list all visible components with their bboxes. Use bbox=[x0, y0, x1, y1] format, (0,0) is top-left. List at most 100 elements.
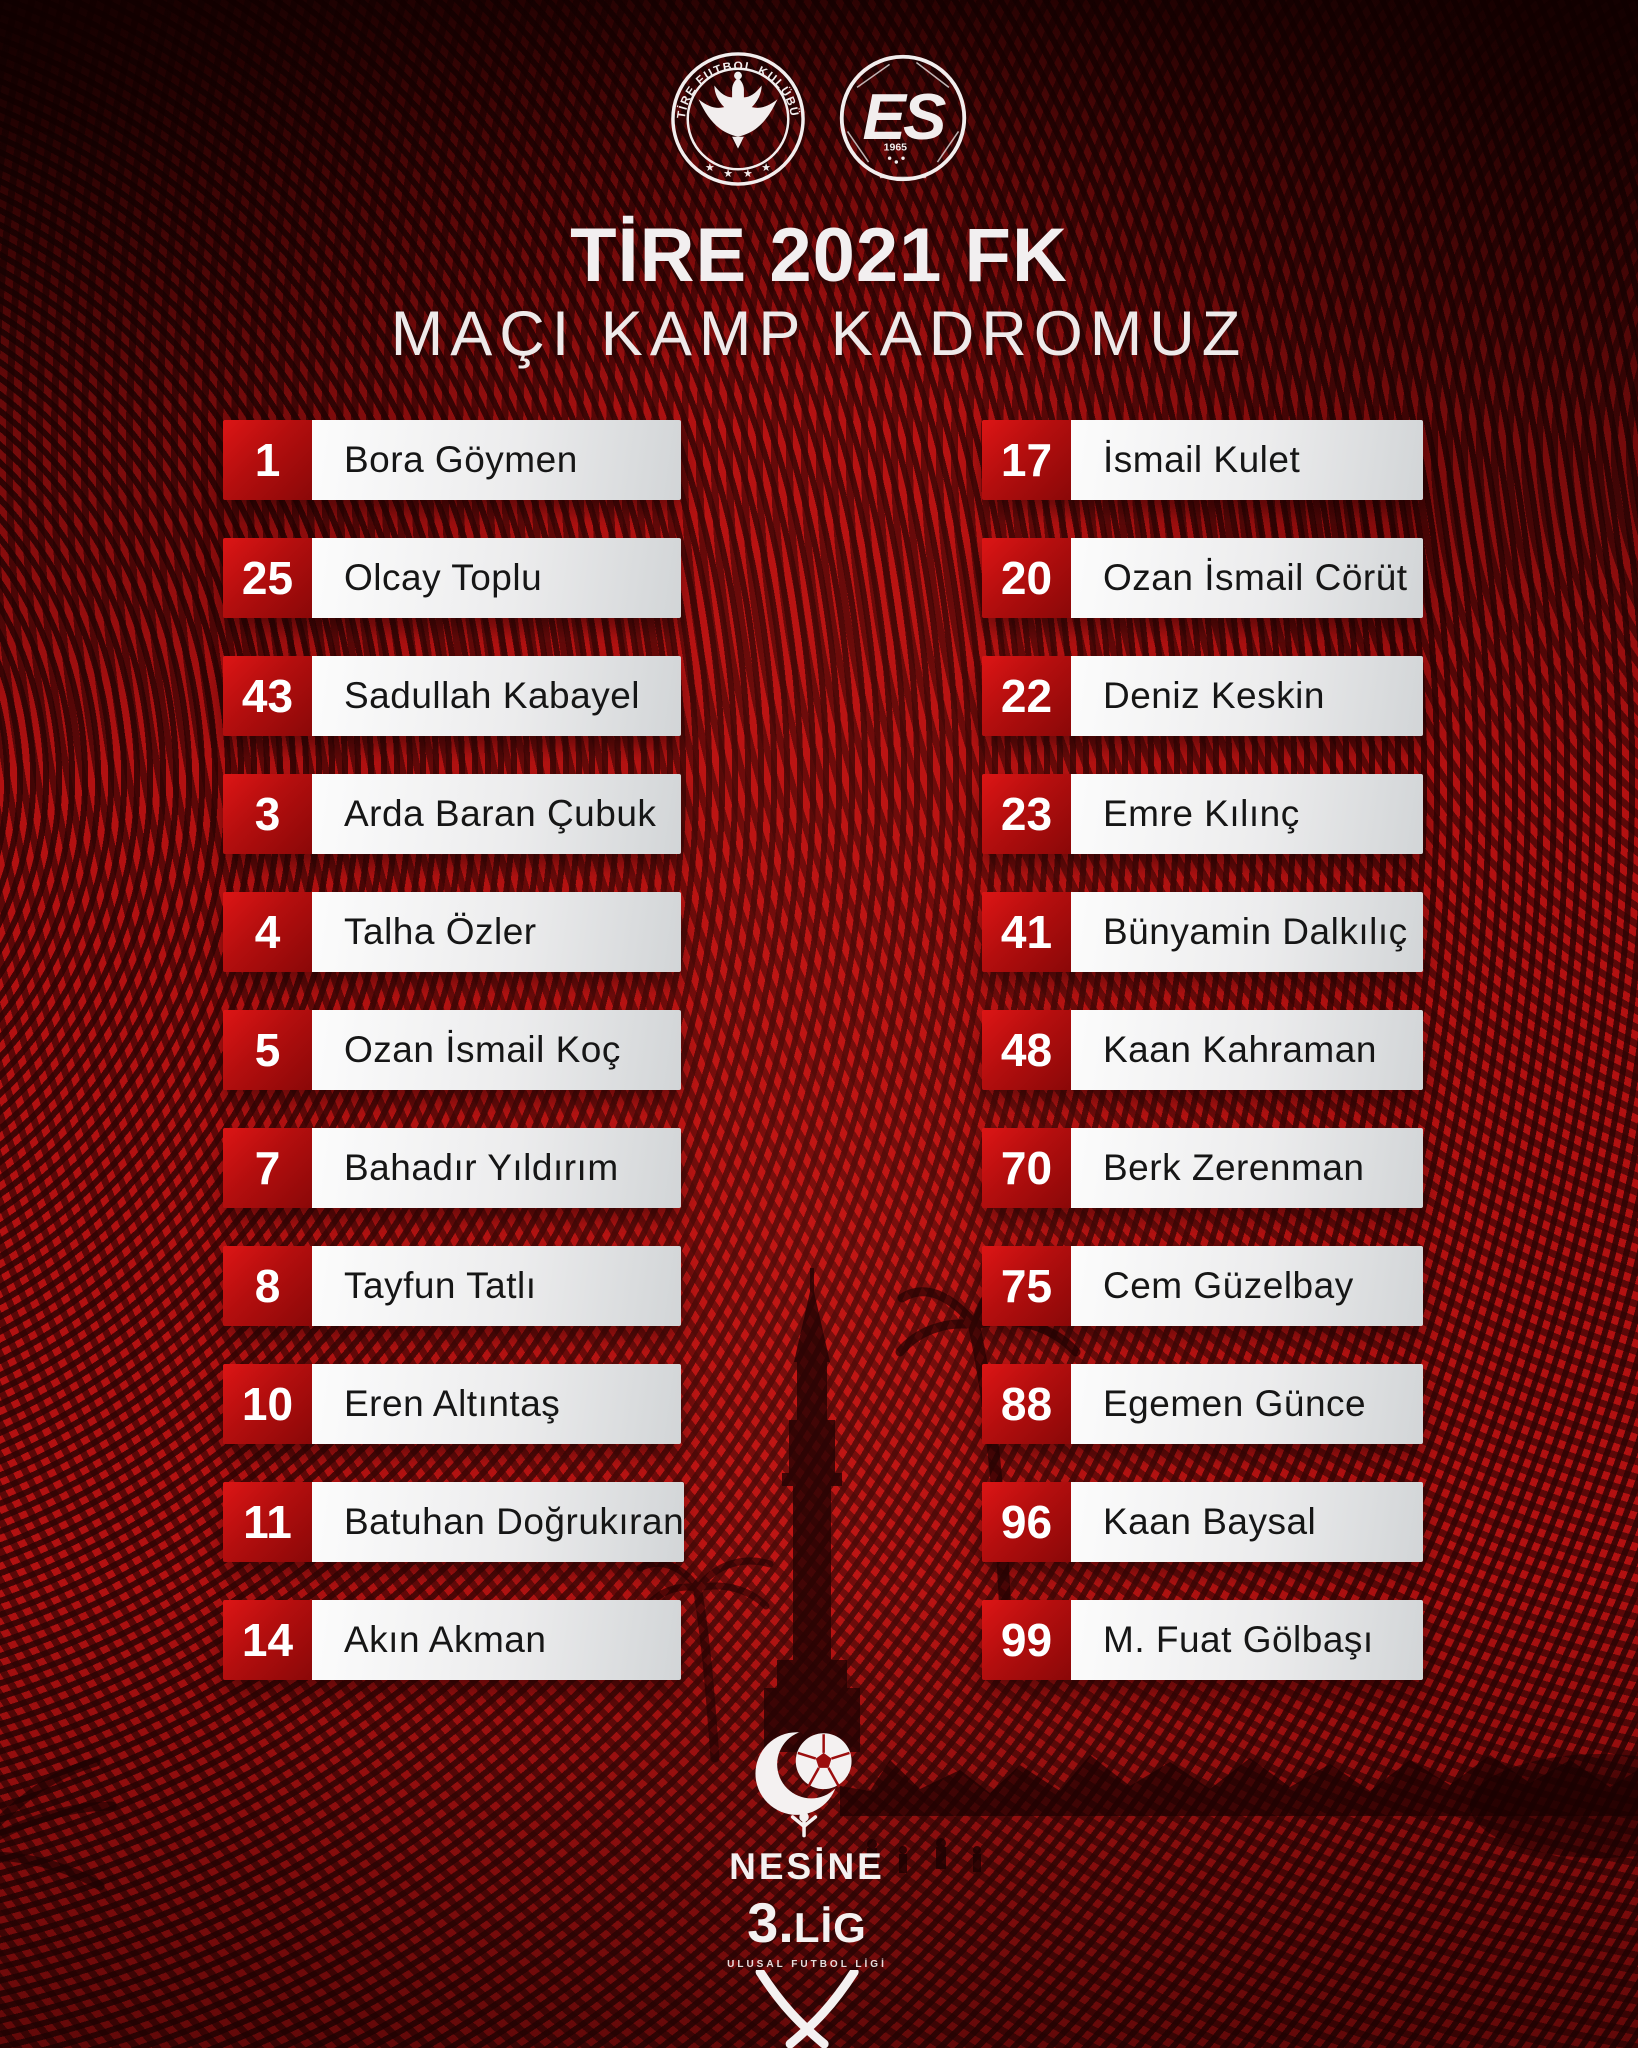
badge-inner-ring bbox=[686, 67, 790, 171]
player-name: Talha Özler bbox=[312, 892, 681, 972]
league-logo: NESİNE 3. LİG ULUSAL FUTBOL LİGİ bbox=[727, 1726, 887, 2048]
star-icon: ★ bbox=[743, 168, 753, 180]
player-name: Ozan İsmail Koç bbox=[312, 1010, 681, 1090]
player-number: 99 bbox=[982, 1600, 1071, 1680]
player-name: Akın Akman bbox=[312, 1600, 681, 1680]
es-monogram: ES bbox=[862, 80, 946, 153]
player-number: 8 bbox=[223, 1246, 312, 1326]
player-number: 5 bbox=[223, 1010, 312, 1090]
skyline-corner-silhouette bbox=[1470, 1754, 1638, 1858]
badge-outer-ring bbox=[671, 52, 805, 186]
league-word: LİG bbox=[793, 1904, 867, 1951]
player-name: Berk Zerenman bbox=[1071, 1128, 1423, 1208]
crescent-ball-icon bbox=[745, 1726, 869, 1848]
player-number: 88 bbox=[982, 1364, 1071, 1444]
squad-column-right: 17 İsmail Kulet 20 Ozan İsmail Cörüt 22 Deniz… bbox=[982, 420, 1423, 1680]
player-name: Egemen Günce bbox=[1071, 1364, 1423, 1444]
league-logo-swoosh bbox=[755, 1970, 859, 2048]
player-name: Bahadır Yıldırım bbox=[312, 1128, 681, 1208]
player-row: 88 Egemen Günce bbox=[982, 1364, 1423, 1444]
player-row: 48 Kaan Kahraman bbox=[982, 1010, 1423, 1090]
star-icon: ★ bbox=[761, 162, 771, 174]
player-number: 48 bbox=[982, 1010, 1071, 1090]
badge-year: 1965 bbox=[884, 142, 908, 154]
player-number: 43 bbox=[223, 656, 312, 736]
player-number: 96 bbox=[982, 1482, 1071, 1562]
player-number: 25 bbox=[223, 538, 312, 618]
player-row: 75 Cem Güzelbay bbox=[982, 1246, 1423, 1326]
player-number: 4 bbox=[223, 892, 312, 972]
eskisehirspor-badge: ES 1965 bbox=[839, 54, 967, 182]
player-name: M. Fuat Gölbaşı bbox=[1071, 1600, 1423, 1680]
izmir-clock-tower-silhouette bbox=[764, 1268, 860, 1752]
league-number: 3. bbox=[747, 1891, 794, 1954]
badge-ring bbox=[839, 54, 967, 182]
player-row: 4 Talha Özler bbox=[223, 892, 681, 972]
figure-icon bbox=[790, 1812, 818, 1838]
skyline-silhouette bbox=[840, 1755, 1638, 1816]
player-row: 8 Tayfun Tatlı bbox=[223, 1246, 681, 1326]
player-number: 22 bbox=[982, 656, 1071, 736]
tire-fk-badge: TİRE FUTBOL KULÜBÜ ★ ★ ★ ★ bbox=[671, 52, 805, 186]
palm-frond-left-silhouette bbox=[0, 1757, 117, 1891]
player-number: 1 bbox=[223, 420, 312, 500]
player-number: 20 bbox=[982, 538, 1071, 618]
player-number: 23 bbox=[982, 774, 1071, 854]
player-row: 10 Eren Altıntaş bbox=[223, 1364, 681, 1444]
player-name: Eren Altıntaş bbox=[312, 1364, 681, 1444]
league-tagline: ULUSAL FUTBOL LİGİ bbox=[727, 1959, 887, 1970]
player-row: 41 Bünyamin Dalkılıç bbox=[982, 892, 1423, 972]
player-number: 7 bbox=[223, 1128, 312, 1208]
player-number: 75 bbox=[982, 1246, 1071, 1326]
player-row: 17 İsmail Kulet bbox=[982, 420, 1423, 500]
player-row: 7 Bahadır Yıldırım bbox=[223, 1128, 681, 1208]
player-number: 17 bbox=[982, 420, 1071, 500]
player-number: 11 bbox=[223, 1482, 312, 1562]
sponsor-name: NESİNE bbox=[729, 1846, 885, 1887]
league-name: 3. LİG bbox=[747, 1890, 867, 1955]
football-icon bbox=[795, 1733, 852, 1790]
player-name: Bora Göymen bbox=[312, 420, 681, 500]
player-name: Deniz Keskin bbox=[1071, 656, 1423, 736]
player-row: 23 Emre Kılınç bbox=[982, 774, 1423, 854]
ball-panel-lines bbox=[846, 61, 960, 179]
player-row: 43 Sadullah Kabayel bbox=[223, 656, 681, 736]
star-icon: ★ bbox=[705, 162, 715, 174]
player-row: 99 M. Fuat Gölbaşı bbox=[982, 1600, 1423, 1680]
player-row: 14 Akın Akman bbox=[223, 1600, 681, 1680]
player-row: 3 Arda Baran Çubuk bbox=[223, 774, 681, 854]
player-row: 96 Kaan Baysal bbox=[982, 1482, 1423, 1562]
player-name: Emre Kılınç bbox=[1071, 774, 1423, 854]
people-silhouettes bbox=[867, 1838, 981, 1873]
player-number: 3 bbox=[223, 774, 312, 854]
player-row: 22 Deniz Keskin bbox=[982, 656, 1423, 736]
match-title: TİRE 2021 FK bbox=[570, 213, 1068, 298]
squad-column-left: 1 Bora Göymen 25 Olcay Toplu 43 Sadullah Kaba… bbox=[223, 420, 685, 1680]
player-number: 70 bbox=[982, 1128, 1071, 1208]
player-number: 14 bbox=[223, 1600, 312, 1680]
badge-dots bbox=[887, 156, 905, 164]
player-number: 10 bbox=[223, 1364, 312, 1444]
player-name: Kaan Kahraman bbox=[1071, 1010, 1423, 1090]
player-number: 41 bbox=[982, 892, 1071, 972]
player-name: Olcay Toplu bbox=[312, 538, 681, 618]
player-row: 20 Ozan İsmail Cörüt bbox=[982, 538, 1423, 618]
player-row: 25 Olcay Toplu bbox=[223, 538, 681, 618]
player-name: Sadullah Kabayel bbox=[312, 656, 681, 736]
player-name: Kaan Baysal bbox=[1071, 1482, 1423, 1562]
player-row: 70 Berk Zerenman bbox=[982, 1128, 1423, 1208]
star-icon: ★ bbox=[723, 168, 733, 180]
player-name: Tayfun Tatlı bbox=[312, 1246, 681, 1326]
player-name: Batuhan Doğrukıran bbox=[312, 1482, 685, 1562]
player-row: 11 Batuhan Doğrukıran bbox=[223, 1482, 685, 1562]
match-subtitle: MAÇI KAMP KADROMUZ bbox=[390, 299, 1248, 369]
player-name: Arda Baran Çubuk bbox=[312, 774, 681, 854]
player-row: 5 Ozan İsmail Koç bbox=[223, 1010, 681, 1090]
player-name: Bünyamin Dalkılıç bbox=[1071, 892, 1423, 972]
player-name: Cem Güzelbay bbox=[1071, 1246, 1423, 1326]
player-row: 1 Bora Göymen bbox=[223, 420, 681, 500]
player-name: İsmail Kulet bbox=[1071, 420, 1423, 500]
player-name: Ozan İsmail Cörüt bbox=[1071, 538, 1423, 618]
eagle-icon bbox=[698, 71, 778, 149]
